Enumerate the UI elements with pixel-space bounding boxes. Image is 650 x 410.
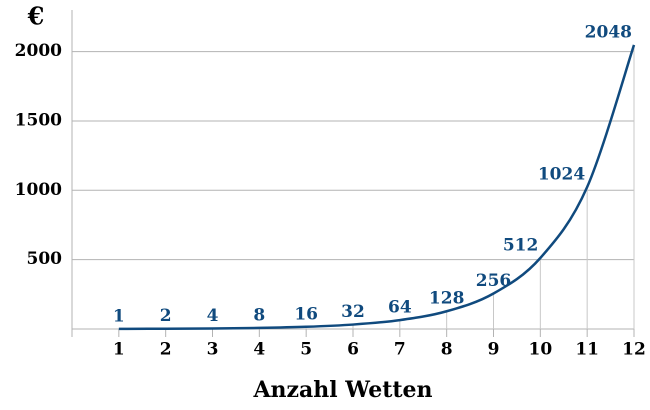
y-tick-label: 500 [27,249,63,269]
x-tick-label: 4 [253,340,265,360]
x-tick-label: 8 [441,340,453,360]
x-tick-label: 7 [394,340,406,360]
y-tick-label: 1500 [15,110,62,130]
data-label: 1 [113,306,125,326]
y-tick-label: 1000 [15,180,62,200]
y-axis-unit: € [27,2,45,31]
x-tick-label: 11 [575,340,599,360]
data-label: 128 [429,289,465,309]
data-label: 64 [388,298,412,318]
x-tick-label: 6 [347,340,359,360]
x-axis-label: Anzahl Wetten [252,377,432,403]
x-tick-label: 10 [528,340,552,360]
data-label: 2 [160,306,172,326]
x-tick-label: 2 [160,340,172,360]
data-label: 2048 [585,22,632,42]
data-label: 8 [253,305,265,325]
x-tick-label: 9 [488,340,500,360]
data-label: 32 [341,302,365,322]
data-label: 4 [207,306,219,326]
x-tick-label: 5 [300,340,312,360]
y-tick-label: 2000 [15,41,62,61]
data-label: 256 [476,271,512,291]
data-label: 16 [294,304,318,324]
data-label: 512 [503,235,539,255]
data-line [118,44,636,331]
x-tick-label: 3 [207,340,219,360]
data-label: 1024 [538,164,585,184]
x-tick-label: 12 [622,340,646,360]
x-tick-label: 1 [113,340,125,360]
